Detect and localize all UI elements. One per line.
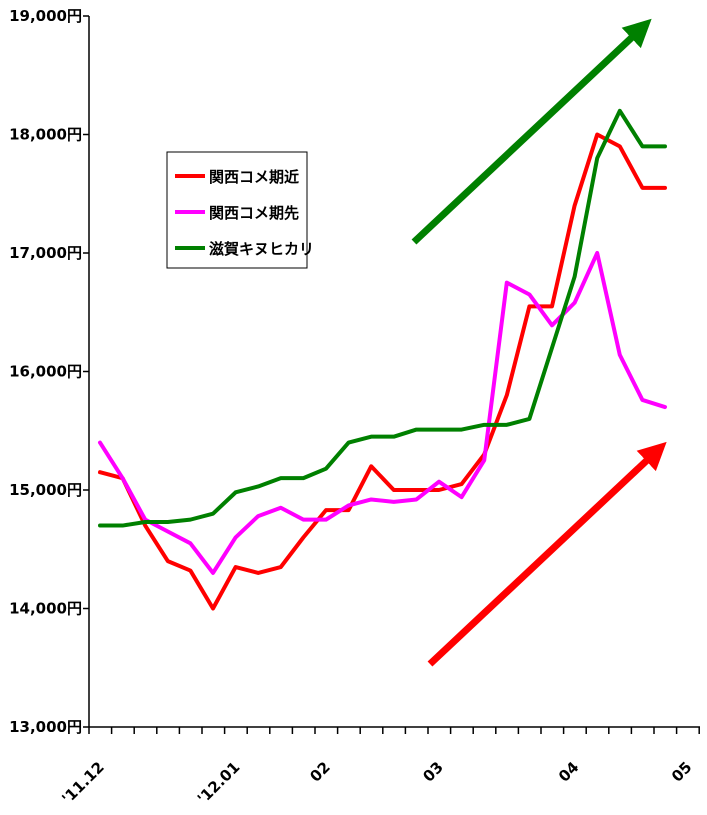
series-line-2 <box>98 108 667 528</box>
legend-label: 関西コメ期先 <box>209 204 299 222</box>
x-ticks <box>88 727 700 734</box>
legend-label: 関西コメ期近 <box>209 168 299 186</box>
series-line-0 <box>98 132 667 611</box>
green-trend-arrow <box>411 18 652 245</box>
y-ticks: 13,000円 14,000円 15,000円 16,000円 17,000円 18,00… <box>9 7 89 736</box>
trend-arrows <box>411 18 667 667</box>
x-tick-label: '11.12 <box>58 758 108 808</box>
red-trend-arrow <box>427 441 667 667</box>
y-tick-label: 19,000円 <box>9 7 82 25</box>
series-line-1 <box>98 251 667 575</box>
y-tick-label: 15,000円 <box>9 481 82 499</box>
y-tick-label: 18,000円 <box>9 126 82 144</box>
x-tick-label: 05 <box>668 758 695 785</box>
y-tick-label: 13,000円 <box>9 718 82 736</box>
y-tick-label: 14,000円 <box>9 600 82 618</box>
y-tick-label: 16,000円 <box>9 363 82 381</box>
axes <box>88 16 700 728</box>
x-tick-label: 02 <box>306 758 333 785</box>
x-tick-labels: '11.12'12.010203040506 <box>58 758 695 808</box>
x-tick-label: '12.01 <box>194 758 244 808</box>
x-tick-label: 03 <box>419 758 446 785</box>
x-tick-label: 04 <box>555 758 582 785</box>
series-lines <box>98 108 667 611</box>
legend-label: 滋賀キヌヒカリ <box>209 240 314 258</box>
y-tick-label: 17,000円 <box>9 244 82 262</box>
